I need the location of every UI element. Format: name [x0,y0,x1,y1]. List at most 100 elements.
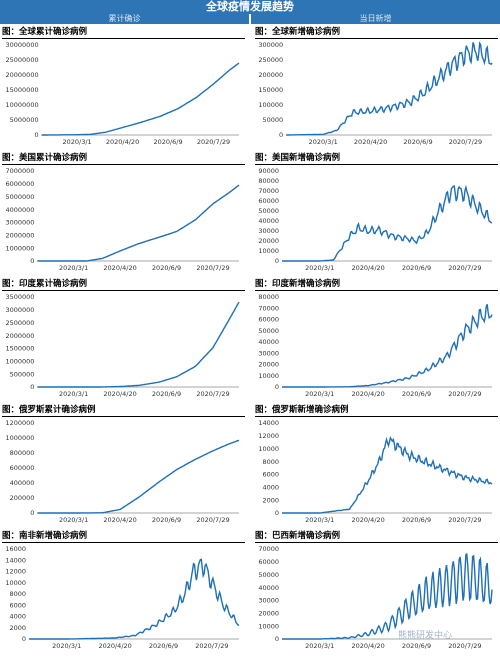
y-tick-label: 0 [30,509,34,517]
y-tick-label: 20000 [258,361,279,369]
y-tick-label: 8000 [9,590,26,598]
y-tick-label: 14000 [5,556,26,564]
chart-title: 图：俄罗斯新增确诊病例 [255,404,498,417]
x-tick-label: 2020/7/29 [448,516,481,524]
x-tick-label: 2020/6/9 [403,138,432,146]
y-tick-label: 2500000 [5,319,34,327]
x-tick-label: 2020/6/9 [402,516,431,524]
y-tick-label: 0 [34,131,38,139]
y-tick-label: 30000 [258,597,279,605]
x-tick-label: 2020/7/29 [196,264,229,272]
x-tick-label: 2020/6/9 [402,390,431,398]
chart-svg: 0 5000000 10000000 15000000 20000000 25000000… [6,41,240,146]
x-tick-label: 2020/7/29 [195,642,228,650]
y-tick-label: 0 [275,257,279,265]
chart-svg: 0 1000000 2000000 3000000 4000000 5000000 6000… [5,167,240,272]
y-tick-label: 6000000 [5,180,34,188]
x-tick-label: 2020/3/1 [52,642,81,650]
watermark: 熊熊研发中心 [398,631,453,641]
x-tick-label: 2020/3/1 [305,516,334,524]
x-tick-label: 2020/4/20 [103,390,136,398]
chart-panel: 图：全球累计确诊病例 0 5000000 10000000 15000000 200000… [2,26,245,149]
x-tick-label: 2020/4/20 [351,642,384,650]
y-tick-label: 500000 [10,370,35,378]
y-tick-label: 4000000 [5,206,34,214]
y-tick-label: 40000 [258,217,279,225]
y-tick-label: 40000 [258,338,279,346]
y-tick-label: 50000 [263,116,284,124]
y-tick-label: 7000000 [5,167,34,175]
x-tick-label: 2020/3/1 [59,516,88,524]
chart-svg: 0 200000 400000 600000 800000 1000000 1200000 2… [5,419,240,524]
y-tick-label: 10000 [258,247,279,255]
chart-title: 图：美国累计确诊病例 [2,152,245,165]
y-tick-label: 10000 [5,579,26,587]
y-tick-label: 0 [279,131,283,139]
y-tick-label: 90000 [258,167,279,175]
y-tick-label: 80000 [258,177,279,185]
series-line [29,558,240,640]
y-tick-label: 1000000 [5,244,34,252]
y-tick-label: 60000 [258,316,279,324]
chart-svg: 0 2000 4000 6000 8000 10000 12000 14000 2020/3/1… [258,419,493,524]
chart-panel: 图：印度新增确诊病例 0 10000 20000 30000 40000 50000 6000… [255,278,498,401]
y-tick-label: 0 [30,257,34,265]
y-tick-label: 40000 [258,584,279,592]
series-line [282,552,493,640]
y-tick-label: 1000000 [5,434,34,442]
y-tick-label: 60000 [258,558,279,566]
y-tick-label: 200000 [258,71,283,79]
chart-panel: 图：印度累计确诊病例 0 500000 1000000 1500000 2000000 25… [2,278,245,401]
x-tick-label: 2020/3/1 [305,642,334,650]
y-tick-label: 80000 [258,293,279,301]
chart-panel: 图：俄罗斯累计确诊病例 0 200000 400000 600000 800000 1000… [2,404,245,527]
y-tick-label: 1500000 [5,345,34,353]
y-tick-label: 8000 [262,458,279,466]
y-tick-label: 12000 [258,432,279,440]
y-tick-label: 12000 [5,568,26,576]
y-tick-label: 60000 [258,197,279,205]
y-tick-label: 50000 [258,327,279,335]
y-tick-label: 0 [275,383,279,391]
y-tick-label: 0 [22,635,26,643]
y-tick-label: 30000 [258,349,279,357]
y-tick-label: 2000000 [5,231,34,239]
y-tick-label: 2000000 [5,332,34,340]
y-tick-label: 250000 [258,56,283,64]
chart-panel: 图：全球新增确诊病例 0 50000 100000 150000 200000 250000… [255,26,498,149]
y-tick-label: 800000 [10,449,35,457]
x-tick-label: 2020/6/9 [153,138,182,146]
x-tick-label: 2020/4/20 [351,516,384,524]
x-tick-label: 2020/6/9 [152,516,181,524]
x-tick-label: 2020/3/1 [309,138,338,146]
x-tick-label: 2020/3/1 [59,264,88,272]
x-tick-label: 2020/3/1 [305,390,334,398]
y-tick-label: 20000 [258,237,279,245]
x-tick-label: 2020/4/20 [103,516,136,524]
chart-svg: 0 2000 4000 6000 8000 10000 12000 14000 16000 202… [5,545,240,650]
y-tick-label: 10000 [258,372,279,380]
y-tick-label: 20000 [258,609,279,617]
y-tick-label: 5000000 [5,193,34,201]
x-tick-label: 2020/6/9 [152,264,181,272]
page-title: 全球疫情发展趋势 [0,0,500,14]
y-tick-label: 10000 [258,445,279,453]
y-tick-label: 70000 [258,304,279,312]
y-tick-label: 6000 [262,471,279,479]
y-tick-label: 150000 [258,86,283,94]
series-line [282,435,493,514]
chart-title: 图：南非新增确诊病例 [2,530,245,543]
x-tick-label: 2020/4/20 [98,642,131,650]
x-tick-label: 2020/3/1 [59,390,88,398]
y-tick-label: 70000 [258,545,279,553]
series-line [37,301,240,388]
y-tick-label: 30000000 [6,41,39,49]
chart-svg: 0 50000 100000 150000 200000 250000 300000 2020… [258,41,493,146]
y-tick-label: 16000 [5,545,26,553]
series-line [282,304,493,388]
chart-title: 图：印度累计确诊病例 [2,278,245,291]
y-tick-label: 2000 [262,496,279,504]
y-tick-label: 14000 [258,419,279,427]
x-tick-label: 2020/6/9 [402,642,431,650]
x-tick-label: 2020/4/20 [351,264,384,272]
